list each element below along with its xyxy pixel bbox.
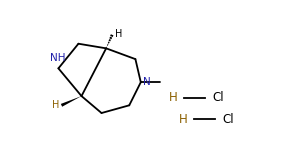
Text: Cl: Cl <box>223 113 234 126</box>
Text: NH: NH <box>50 53 65 63</box>
Text: H: H <box>52 100 59 110</box>
Polygon shape <box>61 96 81 107</box>
Text: H: H <box>115 29 123 39</box>
Text: Cl: Cl <box>212 91 224 104</box>
Text: H: H <box>169 91 178 104</box>
Text: H: H <box>179 113 188 126</box>
Text: N: N <box>143 77 151 87</box>
